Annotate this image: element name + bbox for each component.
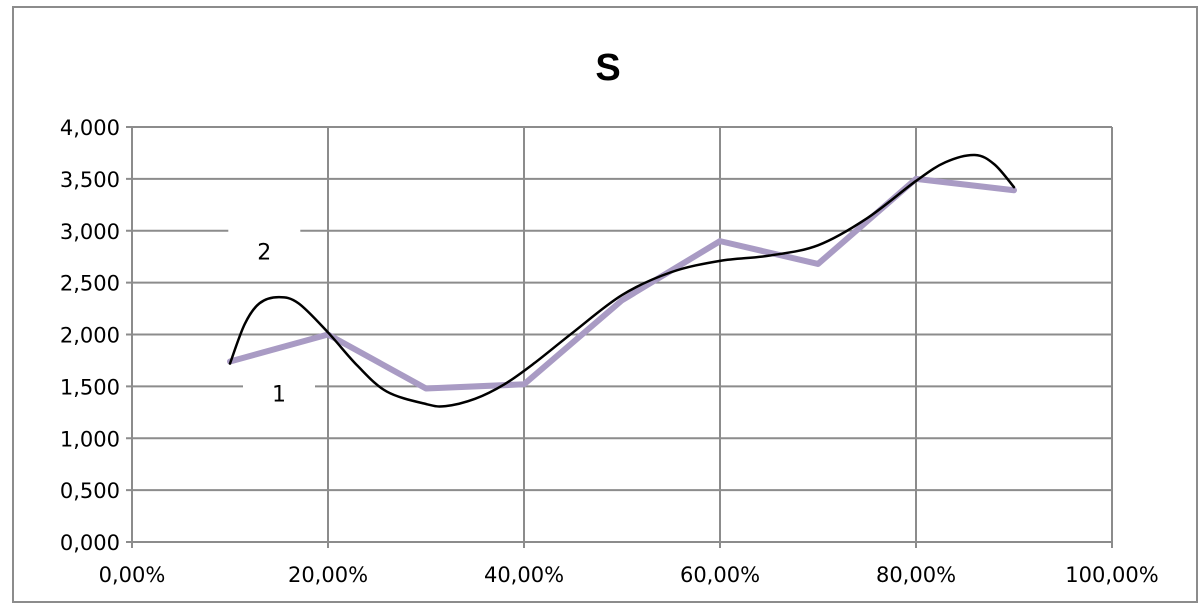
series-annotation: 2 xyxy=(257,241,271,266)
y-tick-label: 2,000 xyxy=(60,324,120,348)
series-line-2 xyxy=(228,153,1016,408)
y-tick-label: 3,500 xyxy=(60,168,120,192)
y-tick-label: 0,500 xyxy=(60,479,120,503)
chart-frame: S 0,000 0,500 1,000 1,500 2,000 2,500 3,000 3,5… xyxy=(12,6,1198,603)
x-tick-label: 40,00% xyxy=(484,563,564,587)
x-tick-label: 100,00% xyxy=(1065,563,1158,587)
annotation-mask xyxy=(228,223,301,270)
y-tick-label: 1,500 xyxy=(60,375,120,399)
x-tick-label: 0,00% xyxy=(99,563,166,587)
label-layer: 0,000 0,500 1,000 1,500 2,000 2,500 3,000 3,500… xyxy=(60,116,1159,587)
y-tick-label: 4,000 xyxy=(60,116,120,140)
y-tick-label: 1,000 xyxy=(60,427,120,451)
series-annotation: 1 xyxy=(272,383,286,408)
y-tick-label: 3,000 xyxy=(60,220,120,244)
x-tick-label: 60,00% xyxy=(680,563,760,587)
series-layer xyxy=(227,153,1017,412)
annotation-mask xyxy=(243,365,315,412)
chart-title: S xyxy=(595,47,620,89)
y-tick-label: 2,500 xyxy=(60,272,120,296)
y-tick-label: 0,000 xyxy=(60,531,120,555)
series-line-1 xyxy=(227,175,1017,392)
x-tick-label: 80,00% xyxy=(876,563,956,587)
grid-layer xyxy=(126,126,1113,548)
line-chart: S 0,000 0,500 1,000 1,500 2,000 2,500 3,000 3,5… xyxy=(60,47,1159,587)
x-tick-label: 20,00% xyxy=(288,563,368,587)
